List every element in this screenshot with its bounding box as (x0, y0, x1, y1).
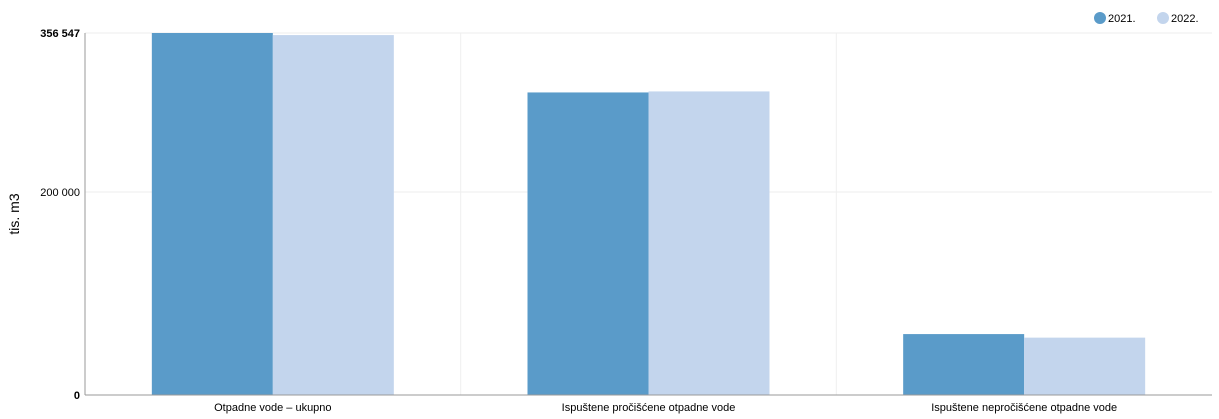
x-category-label: Otpadne vode – ukupno (214, 402, 331, 414)
bar-2021-2[interactable] (903, 334, 1025, 395)
y-axis-label: tis. m3 (6, 193, 22, 234)
bar-2021-1[interactable] (527, 92, 649, 395)
legend-label[interactable]: 2021. (1108, 13, 1136, 25)
x-categories: Otpadne vode – ukupno Ispuštene pročišćen… (214, 402, 1117, 414)
y-ticks: 0 200 000 356 547 (40, 28, 80, 402)
legend-label[interactable]: 2022. (1171, 13, 1199, 25)
y-tick-label: 0 (74, 390, 80, 402)
y-tick-label: 200 000 (40, 187, 80, 199)
x-category-label: Ispuštene nepročišćene otpadne vode (931, 402, 1117, 414)
bar-2022-1[interactable] (648, 91, 770, 395)
bar-2022-0[interactable] (272, 35, 394, 395)
legend-marker[interactable] (1157, 12, 1169, 24)
axes (84, 33, 1212, 396)
bars (151, 33, 1146, 395)
bar-2022-2[interactable] (1024, 337, 1146, 395)
x-category-label: Ispuštene pročišćene otpadne vode (562, 402, 736, 414)
legend-marker[interactable] (1094, 12, 1106, 24)
legend[interactable]: 2021. 2022. (1094, 12, 1199, 25)
bar-2021-0[interactable] (151, 33, 273, 395)
y-tick-label: 356 547 (40, 28, 80, 40)
